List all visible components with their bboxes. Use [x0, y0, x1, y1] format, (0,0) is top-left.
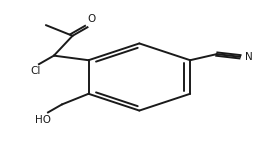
Text: HO: HO	[35, 115, 51, 125]
Text: O: O	[87, 14, 95, 24]
Text: Cl: Cl	[30, 66, 40, 76]
Text: N: N	[245, 52, 252, 62]
